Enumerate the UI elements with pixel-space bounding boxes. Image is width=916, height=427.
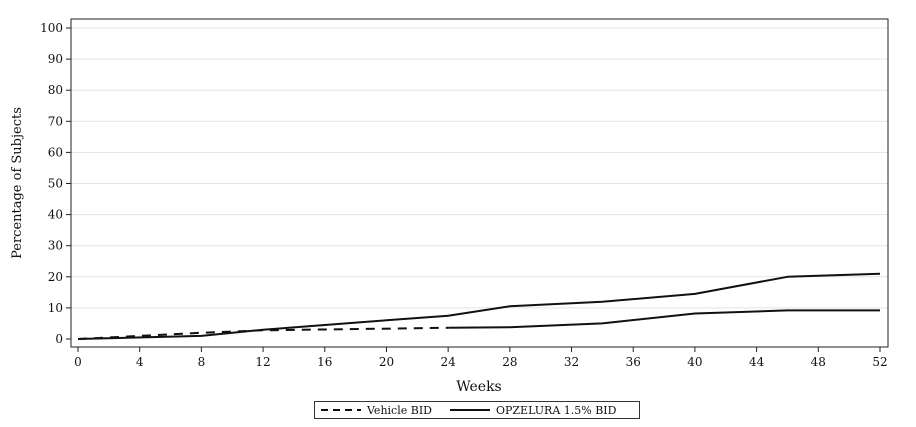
x-tick-label: 48 bbox=[811, 355, 826, 369]
x-tick-label: 36 bbox=[626, 355, 641, 369]
y-tick-label: 100 bbox=[40, 21, 63, 35]
legend: Vehicle BID OPZELURA 1.5% BID bbox=[314, 401, 640, 419]
y-tick-label: 80 bbox=[48, 83, 63, 97]
series-line-2 bbox=[448, 309, 880, 329]
x-axis-label: Weeks bbox=[456, 379, 502, 395]
legend-swatch-dashed bbox=[321, 409, 361, 411]
x-tick-label: 44 bbox=[749, 355, 765, 369]
y-tick-label: 20 bbox=[48, 270, 63, 284]
y-tick-label: 90 bbox=[48, 52, 63, 66]
x-tick-label: 16 bbox=[317, 355, 332, 369]
y-tick-label: 10 bbox=[48, 301, 63, 315]
legend-item-opzelura: OPZELURA 1.5% BID bbox=[449, 403, 617, 417]
x-tick-label: 40 bbox=[687, 355, 702, 369]
y-tick-label: 50 bbox=[48, 177, 63, 191]
legend-swatch-solid bbox=[449, 409, 490, 411]
y-tick-label: 0 bbox=[55, 332, 63, 346]
series-layer bbox=[77, 272, 881, 340]
y-tick-label: 30 bbox=[48, 239, 63, 253]
x-tick-label: 24 bbox=[441, 355, 457, 369]
x-tick-label: 52 bbox=[872, 355, 887, 369]
legend-label-vehicle: Vehicle BID bbox=[367, 403, 432, 417]
x-tick-label: 4 bbox=[136, 355, 144, 369]
x-tick-label: 8 bbox=[198, 355, 206, 369]
y-tick-label: 60 bbox=[48, 145, 63, 159]
legend-item-vehicle: Vehicle BID bbox=[321, 404, 432, 417]
y-tick-label: 40 bbox=[48, 208, 63, 222]
y-tick-label: 70 bbox=[48, 114, 63, 128]
x-tick-label: 20 bbox=[379, 355, 394, 369]
legend-label-opzelura: OPZELURA 1.5% BID bbox=[495, 403, 617, 417]
x-tick-label: 0 bbox=[74, 355, 82, 369]
x-tick-label: 28 bbox=[502, 355, 517, 369]
gridlines bbox=[71, 27, 888, 309]
y-axis-label: Percentage of Subjects bbox=[10, 107, 25, 259]
series-line-0 bbox=[77, 326, 449, 340]
series-line-1 bbox=[77, 272, 881, 340]
x-tick-label: 12 bbox=[255, 355, 270, 369]
x-tick-label: 32 bbox=[564, 355, 579, 369]
